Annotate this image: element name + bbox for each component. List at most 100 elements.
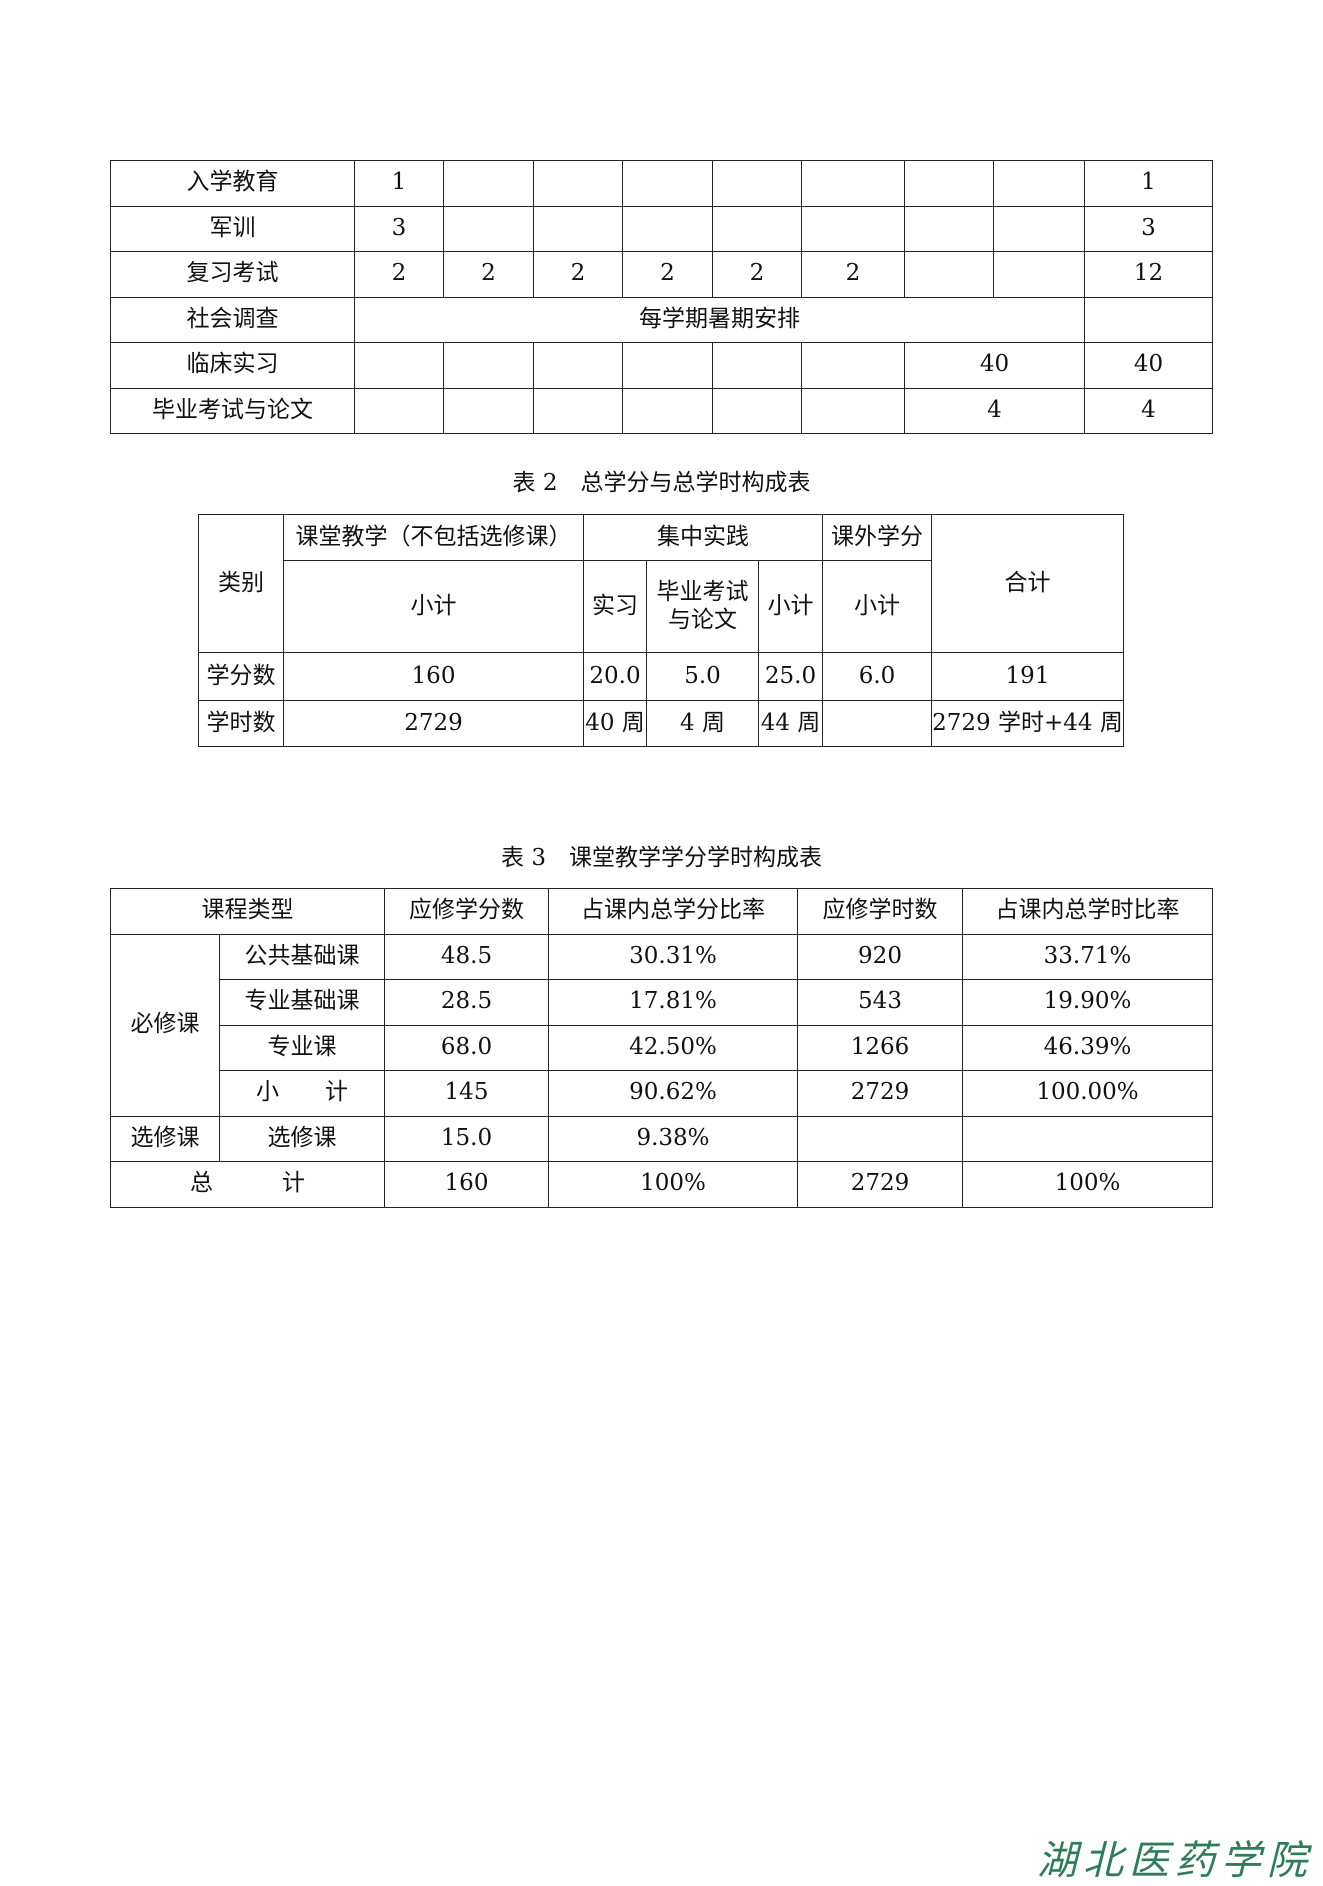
cell: 20.0 [583, 652, 647, 701]
cell: 2 [443, 251, 534, 298]
cell [443, 342, 534, 389]
cell: 9.38% [548, 1115, 798, 1162]
cell [533, 342, 623, 389]
cell [622, 160, 713, 207]
cell: 44 周 [758, 700, 823, 747]
table3-caption: 表 3 课堂教学学分学时构成表 [501, 845, 822, 871]
cell [443, 205, 534, 252]
cell: 1266 [797, 1024, 963, 1071]
row-label: 入学教育 [110, 160, 355, 207]
cell: 33.71% [962, 933, 1213, 980]
cell: 68.0 [384, 1024, 549, 1071]
cell: 4 周 [646, 700, 759, 747]
cell [993, 205, 1085, 252]
cell: 40 [904, 342, 1085, 389]
cell [712, 205, 802, 252]
cell: 2 [712, 251, 802, 298]
cell [904, 251, 994, 298]
cell: 46.39% [962, 1024, 1213, 1071]
row-label: 学分数 [198, 652, 284, 701]
row-label: 毕业考试与论文 [110, 387, 355, 434]
cell: 25.0 [758, 652, 823, 701]
cell: 每学期暑期安排 [354, 296, 1085, 343]
header: 占课内总学时比率 [962, 888, 1213, 935]
table-row: 军训 3 3 [110, 205, 1213, 252]
cell [622, 387, 713, 434]
group-label: 选修课 [110, 1115, 220, 1162]
header: 占课内总学分比率 [548, 888, 798, 935]
cell [712, 160, 802, 207]
cell: 2 [354, 251, 444, 298]
header: 应修学分数 [384, 888, 549, 935]
header-extra: 课外学分 [822, 514, 932, 561]
classroom-credit-table: 课程类型 应修学分数 占课内总学分比率 应修学时数 占课内总学时比率 必修课 公共基础课 48… [110, 888, 1213, 1208]
table-row: 学时数 2729 40 周 4 周 44 周 2729 学时+44 周 [198, 700, 1124, 747]
cell [801, 160, 905, 207]
cell: 6.0 [822, 652, 932, 701]
credit-hour-table: 类别 课堂教学（不包括选修课） 集中实践 课外学分 合计 小计 实习 毕业考试与… [198, 514, 1124, 747]
cell [533, 387, 623, 434]
cell: 100% [548, 1161, 798, 1208]
schedule-table: 入学教育 1 1 军训 3 3 复习考试 2 2 2 2 2 2 12 社会调查 每学期暑期安排 临床实习 40 4… [110, 160, 1213, 434]
cell: 2729 [283, 700, 584, 747]
cell: 17.81% [548, 979, 798, 1026]
cell: 100.00% [962, 1070, 1213, 1117]
cell: 48.5 [384, 933, 549, 980]
cell: 543 [797, 979, 963, 1026]
row-total: 4 [1084, 387, 1213, 434]
row-total: 40 [1084, 342, 1213, 389]
cell: 90.62% [548, 1070, 798, 1117]
cell: 2 [533, 251, 623, 298]
sub-intern: 实习 [583, 560, 647, 653]
cell [993, 160, 1085, 207]
cell: 4 [904, 387, 1085, 434]
cell [801, 387, 905, 434]
cell: 小 计 [219, 1070, 385, 1117]
cell [797, 1115, 963, 1162]
table-row: 社会调查 每学期暑期安排 [110, 296, 1213, 343]
cell: 选修课 [219, 1115, 385, 1162]
header-classroom: 课堂教学（不包括选修课） [283, 514, 584, 561]
table-row: 选修课 选修课 15.0 9.38% [110, 1115, 1213, 1162]
cell [712, 387, 802, 434]
sub-subtotal: 小计 [822, 560, 932, 653]
cell [533, 160, 623, 207]
cell [801, 205, 905, 252]
cell: 42.50% [548, 1024, 798, 1071]
cell: 145 [384, 1070, 549, 1117]
cell [443, 387, 534, 434]
row-label: 社会调查 [110, 296, 355, 343]
table-row: 课程类型 应修学分数 占课内总学分比率 应修学时数 占课内总学时比率 [110, 888, 1213, 935]
cell [622, 342, 713, 389]
cell: 2 [801, 251, 905, 298]
cell: 2729 [797, 1161, 963, 1208]
row-label: 总 计 [110, 1161, 385, 1208]
cell [801, 342, 905, 389]
cell [354, 387, 444, 434]
cell: 专业基础课 [219, 979, 385, 1026]
university-logo: 湖北医药学院 [1037, 1838, 1313, 1884]
cell: 28.5 [384, 979, 549, 1026]
cell: 40 周 [583, 700, 647, 747]
cell [904, 160, 994, 207]
header-practice: 集中实践 [583, 514, 823, 561]
cell: 1 [354, 160, 444, 207]
table-row: 必修课 公共基础课 48.5 30.31% 920 33.71% [110, 933, 1213, 1117]
row-label: 复习考试 [110, 251, 355, 298]
cell [354, 342, 444, 389]
cell: 2729 [797, 1070, 963, 1117]
cell: 5.0 [646, 652, 759, 701]
table-row: 复习考试 2 2 2 2 2 2 12 [110, 251, 1213, 298]
row-label: 军训 [110, 205, 355, 252]
sub-exam: 毕业考试与论文 [646, 560, 759, 653]
cell [712, 342, 802, 389]
cell: 160 [283, 652, 584, 701]
table-row: 专业课 68.0 42.50% 1266 46.39% [111, 1024, 1213, 1071]
table2-caption: 表 2 总学分与总学时构成表 [512, 470, 811, 496]
row-total: 3 [1084, 205, 1213, 252]
cell: 2 [622, 251, 713, 298]
table-row: 入学教育 1 1 [110, 160, 1213, 207]
cell: 19.90% [962, 979, 1213, 1026]
sub-subtotal: 小计 [283, 560, 584, 653]
table-row: 总 计 160 100% 2729 100% [110, 1161, 1213, 1208]
